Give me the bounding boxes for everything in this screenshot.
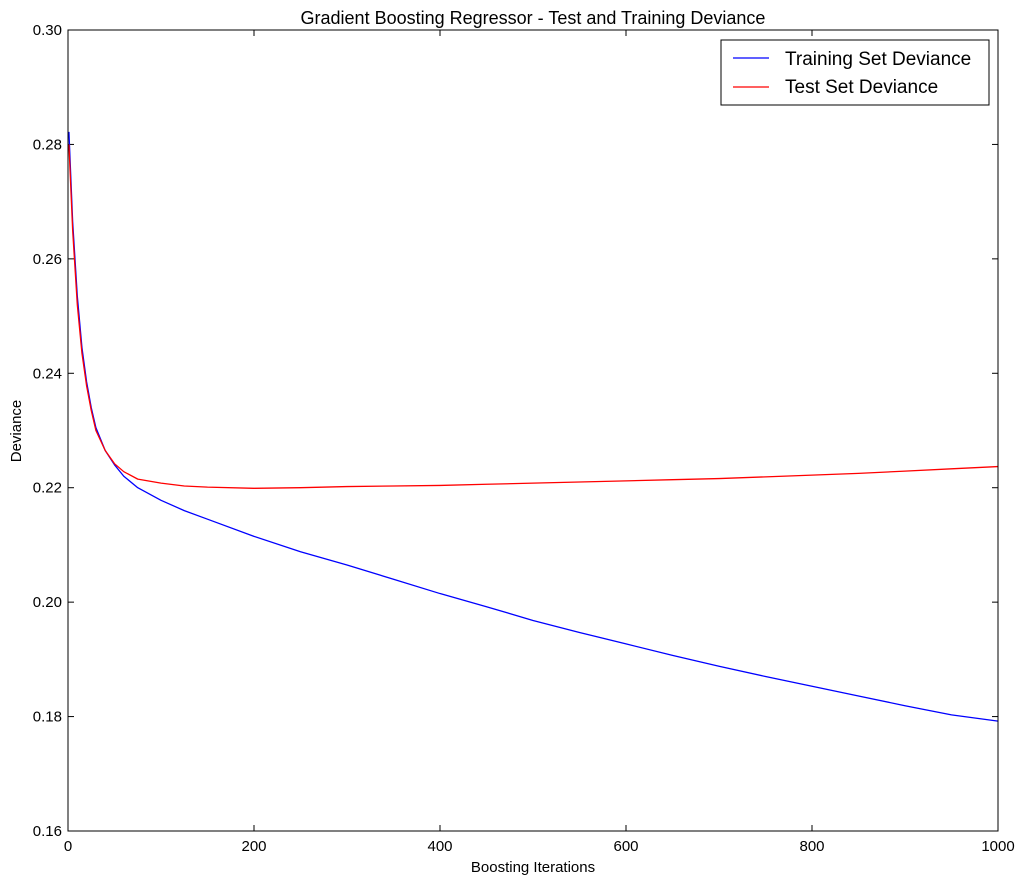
x-tick-label: 0 <box>64 838 72 855</box>
y-tick-label: 0.30 <box>33 22 62 39</box>
tick-layer: 0 200 400 600 800 1000 0.16 0.18 0.20 0.22 0.24 0.2… <box>33 22 1015 855</box>
chart-title: Gradient Boosting Regressor - Test and T… <box>301 8 766 28</box>
training-deviance-line <box>68 131 999 722</box>
y-tick-label: 0.28 <box>33 136 62 153</box>
y-tick-label: 0.18 <box>33 709 62 726</box>
legend-label-test: Test Set Deviance <box>785 77 938 98</box>
y-tick-label: 0.26 <box>33 251 62 268</box>
y-tick-label: 0.16 <box>33 823 62 840</box>
x-tick-label: 600 <box>613 838 638 855</box>
x-tick-label: 1000 <box>981 838 1014 855</box>
y-tick-label: 0.22 <box>33 480 62 497</box>
y-tick-label: 0.20 <box>33 594 62 611</box>
x-axis-label: Boosting Iterations <box>471 859 595 876</box>
legend-box <box>720 39 990 106</box>
legend: Training Set Deviance Test Set Deviance <box>720 39 990 106</box>
test-deviance-line <box>68 144 999 489</box>
legend-label-training: Training Set Deviance <box>785 49 971 70</box>
series-layer <box>68 131 999 722</box>
x-tick-label: 400 <box>427 838 452 855</box>
x-tick-label: 200 <box>241 838 266 855</box>
y-axis-label: Deviance <box>8 400 25 463</box>
x-tick-label: 800 <box>799 838 824 855</box>
y-tick-label: 0.24 <box>33 365 62 382</box>
plot-frame <box>67 29 999 832</box>
